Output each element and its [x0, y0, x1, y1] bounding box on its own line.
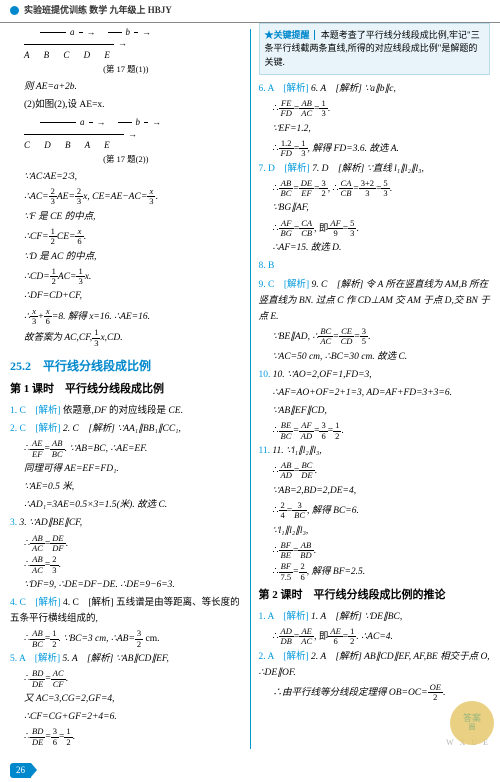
- line: ∴x3+x6=8. 解得 x=16. ∴AE=16.: [10, 307, 242, 327]
- q8: 8. B: [259, 258, 491, 274]
- line: (2)如图(2),设 AE=x.: [10, 97, 242, 113]
- r1: 1. A [解析] 1. A [解析] ∵DE∥BC,: [259, 609, 491, 625]
- q4: 4. C [解析] 4. C [解析] 五线谱是由等距离、等长度的五条平行横线组…: [10, 595, 242, 627]
- q6: 6. A [解析] 6. A [解析] ∵a∥b∥c,: [259, 81, 491, 97]
- line: ∴DF=CD+CF,: [10, 288, 242, 304]
- sub-title-2: 第 2 课时 平行线分线段成比例的推论: [259, 586, 491, 605]
- right-column: ★关键提醒 本题考查了平行线分线段成比例,牢记"三条平行线截两条直线,所得的对应…: [259, 23, 491, 749]
- q1: 1. C [解析] 依题意,DF 的对应线段是 CE.: [10, 403, 242, 419]
- section-title: 25.2 平行线分线段成比例: [10, 356, 242, 376]
- r2: 2. A [解析] 2. A [解析] AB∥CD∥EF, AF,BE 相交于点…: [259, 649, 491, 681]
- q10: 10. 10. ∵AO=2,OF=1,FD=3,: [259, 367, 491, 383]
- line: ∴CF=12CE=x6.: [10, 227, 242, 247]
- q5: 5. A [解析] 5. A [解析] ∵AB∥CD∥EF,: [10, 651, 242, 667]
- q7: 7. D [解析] 7. D [解析] ∵直线 l₁∥l₂∥l₃,: [259, 161, 491, 177]
- page-number: 26: [10, 763, 31, 779]
- header-title: 实验班提优训练 数学 九年级上 HBJY: [24, 4, 172, 18]
- left-column: a→ b→ → A B C D E (第 17 题(1)) 则 AE=a+2b.…: [10, 23, 242, 749]
- line: ∴CD=12AC=13x.: [10, 267, 242, 287]
- q9: 9. C [解析] 9. C [解析] 令 A 所在竖直线为 AM,B 所在竖直…: [259, 277, 491, 325]
- line: ∴AC=23AE=23x, CE=AE−AC=x3.: [10, 187, 242, 207]
- q11: 11. 11. ∵l₁∥l₂∥l₃,: [259, 443, 491, 459]
- q3: 3. 3. ∵AD∥BE∥CF,: [10, 515, 242, 531]
- column-divider: [250, 29, 251, 749]
- line: 则 AE=a+2b.: [10, 79, 242, 95]
- page-header: 实验班提优训练 数学 九年级上 HBJY: [0, 0, 500, 23]
- page-footer: 26: [0, 759, 500, 782]
- diagram-2: a→ b→ → C D B A E (第 17 题(2)): [10, 117, 242, 165]
- logo-icon: [10, 6, 19, 15]
- q2: 2. C [解析] 2. C [解析] ∵AA₁∥BB₁∥CC₁,: [10, 421, 242, 437]
- diagram-1: a→ b→ → A B C D E (第 17 题(1)): [10, 27, 242, 75]
- line: ∵F 是 CE 的中点,: [10, 209, 242, 225]
- sub-title: 第 1 课时 平行线分线段成比例: [10, 380, 242, 399]
- key-hint: ★关键提醒 本题考查了平行线分线段成比例,牢记"三条平行线截两条直线,所得的对应…: [259, 23, 491, 76]
- line: 故答案为 AC,CF,13x,CD.: [10, 328, 242, 348]
- line: ∵AC∶AE=2∶3,: [10, 169, 242, 185]
- watermark-stamp: 答案圈: [450, 701, 494, 745]
- line: ∵D 是 AC 的中点,: [10, 249, 242, 265]
- page-content: a→ b→ → A B C D E (第 17 题(1)) 则 AE=a+2b.…: [0, 23, 500, 759]
